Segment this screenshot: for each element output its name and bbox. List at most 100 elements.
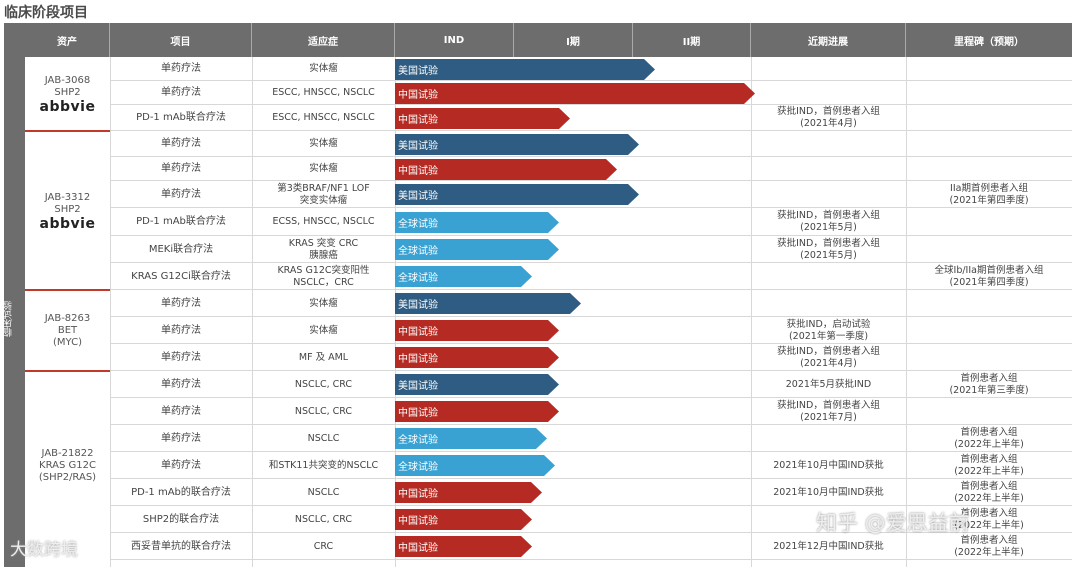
trial-bar-cn: 中国试验 xyxy=(395,536,532,557)
header-asset: 资产 xyxy=(25,23,110,57)
row-progress: 2021年10月中国IND获批 xyxy=(773,459,884,471)
row-progress: 获批IND，启动试验 (2021年第一季度) xyxy=(786,318,871,342)
grid-hline xyxy=(110,262,1072,263)
header-phase1: I期 xyxy=(514,23,633,57)
row-project: PD-1 mAb的联合疗法 xyxy=(131,486,231,498)
row-indication: NSCLC xyxy=(307,432,340,444)
row-project: PD-1 mAb联合疗法 xyxy=(136,216,226,227)
grid-hline xyxy=(110,289,1072,290)
trial-bar-gl: 全球试验 xyxy=(395,212,559,233)
asset-cell: JAB-3312 SHP2 abbvie xyxy=(25,131,110,290)
grid-hline xyxy=(110,180,1072,181)
asset-name: JAB-3312 xyxy=(44,191,91,203)
grid-hline xyxy=(110,559,1072,560)
row-progress: 获批IND，首例患者入组 (2021年4月) xyxy=(777,345,880,369)
trial-bar-us: 美国试验 xyxy=(395,134,639,155)
header-milestone: 里程碑（预期） xyxy=(906,23,1072,57)
row-project: 单药疗法 xyxy=(161,432,201,444)
watermark-right: 知乎 @爱思益前 xyxy=(816,511,970,535)
row-indication: 第3类BRAF/NF1 LOF 突变实体瘤 xyxy=(277,182,370,206)
grid-hline xyxy=(110,370,1072,371)
row-project: 西妥昔单抗的联合疗法 xyxy=(131,540,231,552)
row-indication: 实体瘤 xyxy=(309,138,338,149)
row-milestone: IIa期首例患者入组 (2021年第四季度) xyxy=(949,182,1029,206)
asset-name: (SHP2/RAS) xyxy=(38,471,97,483)
grid-hline xyxy=(110,104,1072,105)
grid-hline xyxy=(110,343,1072,344)
asset-cell: JAB-8263 BET (MYC) xyxy=(25,290,110,371)
row-milestone: 首例患者入组 (2022年上半年) xyxy=(954,453,1024,477)
grid-hline xyxy=(110,156,1072,157)
trial-bar-cn: 中国试验 xyxy=(395,320,559,341)
grid-hline xyxy=(110,130,1072,131)
trial-bar-us: 美国试验 xyxy=(395,59,655,80)
asset-group-separator xyxy=(25,130,110,132)
abbvie-logo: abbvie xyxy=(39,215,96,232)
trial-bar-cn: 中国试验 xyxy=(395,482,542,503)
header-indication: 适应症 xyxy=(252,23,395,57)
row-indication: CRC xyxy=(313,540,334,552)
row-project: 单药疗法 xyxy=(161,163,201,174)
row-project: 单药疗法 xyxy=(161,405,201,417)
abbvie-logo: abbvie xyxy=(39,99,96,115)
grid-vline xyxy=(751,57,752,567)
row-indication: KRAS 突变 CRC 胰腺癌 xyxy=(288,237,359,261)
header-phase2: II期 xyxy=(633,23,751,57)
asset-cell: JAB-21822 KRAS G12C (SHP2/RAS) xyxy=(25,371,110,560)
trial-bar-gl: 全球试验 xyxy=(395,266,532,287)
page-title: 临床阶段项目 xyxy=(4,5,88,21)
row-project: 单药疗法 xyxy=(161,324,201,336)
row-indication: 实体瘤 xyxy=(309,297,338,309)
row-indication: 和STK11共突变的NSCLC xyxy=(268,459,379,471)
trial-bar-cn: 中国试验 xyxy=(395,509,532,530)
row-indication: 实体瘤 xyxy=(309,63,338,74)
row-indication: NSCLC xyxy=(307,486,340,498)
row-indication: NSCLC, CRC xyxy=(294,513,353,525)
asset-name: SHP2 xyxy=(54,87,81,98)
trial-bar-gl: 全球试验 xyxy=(395,239,559,260)
asset-name: BET xyxy=(57,324,78,336)
grid-hline xyxy=(110,424,1072,425)
trial-bar-cn: 中国试验 xyxy=(395,83,755,104)
trial-bar-cn: 中国试验 xyxy=(395,347,559,368)
asset-name: JAB-3068 xyxy=(44,75,91,86)
trial-bar-us: 美国试验 xyxy=(395,293,581,314)
row-milestone: 首例患者入组 (2022年上半年) xyxy=(954,534,1024,558)
row-project: KRAS G12Ci联合疗法 xyxy=(131,270,231,282)
row-indication: ESCC, HNSCC, NSCLC xyxy=(272,87,375,98)
header-progress: 近期进展 xyxy=(751,23,906,57)
row-project: 单药疗法 xyxy=(161,188,201,200)
row-progress: 获批IND，首例患者入组 (2021年5月) xyxy=(777,210,880,233)
header-project: 项目 xyxy=(110,23,252,57)
row-indication: KRAS G12C突变阳性 NSCLC，CRC xyxy=(277,264,370,288)
row-milestone: 全球Ib/IIa期首例患者入组 (2021年第四季度) xyxy=(934,264,1044,288)
row-indication: MF 及 AML xyxy=(298,351,349,363)
grid-hline xyxy=(110,207,1072,208)
trial-bar-gl: 全球试验 xyxy=(395,428,547,449)
row-indication: NSCLC, CRC xyxy=(294,405,353,417)
grid-hline xyxy=(110,532,1072,533)
row-project: 单药疗法 xyxy=(161,378,201,390)
watermark-left: 大数跨境 xyxy=(10,540,78,560)
row-progress: 2021年10月中国IND获批 xyxy=(773,486,884,498)
row-progress: 2021年5月获批IND xyxy=(785,378,872,390)
asset-name: (MYC) xyxy=(53,336,82,348)
side-category-label: 临床试验 xyxy=(4,301,14,337)
grid-vline xyxy=(110,57,111,567)
row-project: 单药疗法 xyxy=(161,87,201,98)
row-project: 单药疗法 xyxy=(161,63,201,74)
grid-hline xyxy=(110,80,1072,81)
row-indication: 实体瘤 xyxy=(309,324,338,336)
row-project: MEKi联合疗法 xyxy=(148,243,214,255)
clinical-pipeline-table: 临床试验 资产 项目 适应症 IND I期 II期 近期进展 里程碑（预期） 单… xyxy=(4,23,1072,567)
asset-name: JAB-21822 xyxy=(41,447,94,459)
row-project: 单药疗法 xyxy=(161,297,201,309)
asset-group-separator xyxy=(25,370,110,372)
grid-hline xyxy=(110,397,1072,398)
grid-hline xyxy=(110,235,1072,236)
asset-name: SHP2 xyxy=(54,203,81,215)
row-milestone: 首例患者入组 (2022年上半年) xyxy=(954,507,1024,531)
row-project: 单药疗法 xyxy=(161,138,201,149)
grid-hline xyxy=(110,505,1072,506)
trial-bar-cn: 中国试验 xyxy=(395,401,559,422)
